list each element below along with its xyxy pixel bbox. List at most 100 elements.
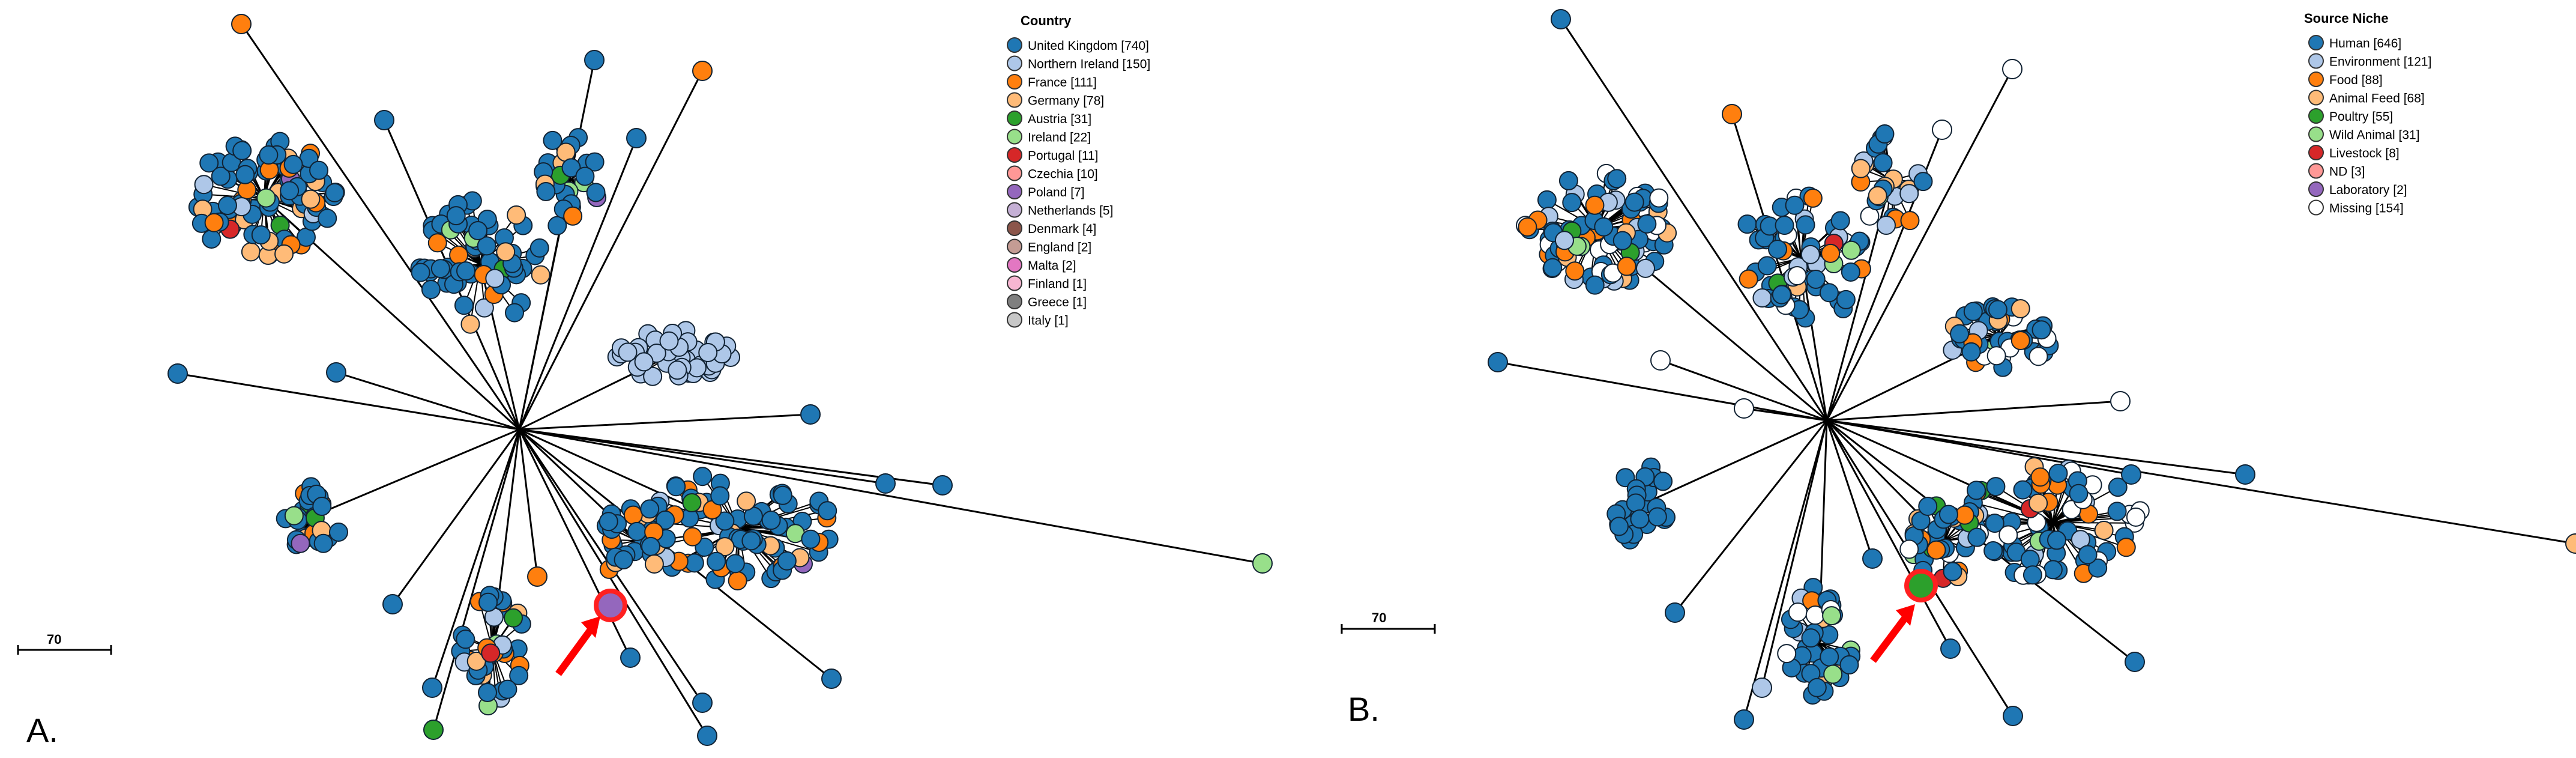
tree-node bbox=[454, 296, 474, 315]
tree-node bbox=[1839, 655, 1859, 675]
tree-node bbox=[1900, 211, 1920, 231]
tree-node bbox=[543, 130, 563, 150]
legend-swatch-1-7 bbox=[2308, 163, 2324, 179]
tree-node bbox=[818, 501, 837, 521]
tree-node bbox=[498, 679, 517, 699]
tree-node bbox=[2107, 502, 2127, 521]
scale-bar-a: 70 bbox=[17, 632, 112, 655]
tree-node bbox=[509, 666, 529, 685]
tree-node bbox=[2108, 478, 2128, 497]
tree-node bbox=[199, 153, 219, 173]
tree-node bbox=[1607, 169, 1627, 189]
tree-leaf-node bbox=[692, 693, 713, 713]
tree-node bbox=[641, 536, 660, 556]
scale-label-a: 70 bbox=[47, 632, 61, 647]
tree-node bbox=[2116, 538, 2136, 557]
tree-node bbox=[2010, 330, 2030, 350]
tree-node bbox=[446, 206, 466, 226]
tree-node bbox=[456, 261, 476, 281]
tree-node bbox=[2020, 550, 2040, 569]
tree-node bbox=[1913, 172, 1933, 192]
highlight-arrow bbox=[1870, 610, 1912, 663]
tree-node bbox=[737, 491, 756, 511]
legend-swatch-0-6 bbox=[1007, 147, 1022, 163]
highlighted-node bbox=[1904, 569, 1938, 602]
tree-node bbox=[1554, 231, 1574, 250]
tree-leaf-node bbox=[1551, 9, 1571, 29]
tree-node bbox=[284, 506, 304, 526]
tree-leaf-node bbox=[2125, 652, 2145, 672]
tree-node bbox=[666, 477, 686, 497]
legend-swatch-0-2 bbox=[1007, 74, 1022, 89]
tree-node bbox=[1841, 240, 1861, 260]
tree-node bbox=[1649, 188, 1669, 208]
tree-node bbox=[1806, 269, 1826, 289]
tree-node bbox=[640, 499, 660, 519]
tree-node bbox=[217, 196, 237, 216]
tree-node bbox=[1737, 214, 1757, 234]
tree-node bbox=[585, 152, 605, 172]
legend-source-niche: Source Niche Human [646] Environment [121… bbox=[2304, 11, 2431, 216]
tree-node bbox=[1961, 342, 1981, 362]
tree-node bbox=[618, 342, 638, 362]
tree-node bbox=[202, 229, 222, 249]
tree-node bbox=[1918, 496, 1938, 516]
tree-node bbox=[586, 183, 606, 202]
tree-node bbox=[1768, 239, 1788, 259]
tree-node bbox=[627, 521, 647, 541]
tree-node bbox=[1967, 527, 1987, 547]
tree-node bbox=[1612, 231, 1632, 250]
tree-node bbox=[725, 554, 745, 574]
tree-leaf-node bbox=[1665, 602, 1685, 623]
tree-node bbox=[468, 220, 488, 240]
legend-label: Environment [121] bbox=[2329, 55, 2431, 69]
tree-node bbox=[1821, 243, 1841, 263]
legend-label: Human [646] bbox=[2329, 37, 2401, 50]
tree-node bbox=[1785, 195, 1805, 215]
tree-node bbox=[801, 529, 821, 549]
tree-leaf-node bbox=[620, 647, 641, 668]
legend-label: ND [3] bbox=[2329, 165, 2365, 179]
tree-node bbox=[1943, 562, 1962, 581]
legend-swatch-0-1 bbox=[1007, 55, 1022, 71]
tree-node bbox=[1899, 539, 1919, 559]
tree-node bbox=[2126, 507, 2146, 527]
legend-label: United Kingdom [740] bbox=[1028, 39, 1149, 53]
legend-label: Poultry [55] bbox=[2329, 110, 2393, 124]
tree-node bbox=[668, 360, 687, 380]
tree-node bbox=[634, 352, 654, 372]
tree-node bbox=[683, 527, 702, 547]
legend-label: Italy [1] bbox=[1028, 314, 1069, 328]
tree-leaf-node bbox=[382, 594, 403, 614]
tree-node bbox=[1877, 216, 1896, 235]
tree-leaf-node bbox=[932, 475, 953, 496]
tree-node bbox=[2069, 484, 2089, 503]
legend-label: Germany [78] bbox=[1028, 94, 1104, 108]
tree-leaf-node bbox=[2121, 464, 2141, 485]
tree-node bbox=[536, 181, 556, 201]
tree-node bbox=[478, 592, 498, 612]
tree-node bbox=[411, 262, 430, 282]
tree-leaf-node bbox=[527, 566, 547, 587]
tree-node bbox=[1851, 159, 1871, 178]
tree-node bbox=[1752, 288, 1772, 308]
legend-swatch-1-8 bbox=[2308, 181, 2324, 197]
tree-node bbox=[1841, 262, 1860, 282]
tree-node bbox=[507, 205, 526, 225]
tree-node bbox=[1518, 217, 1537, 237]
tree-node bbox=[1609, 517, 1629, 536]
phylogenetic-tree-a bbox=[167, 14, 1273, 746]
tree-leaf-node bbox=[374, 110, 394, 130]
tree-node bbox=[715, 537, 735, 557]
tree-node bbox=[710, 486, 730, 506]
tree-node bbox=[259, 145, 279, 165]
tree-node bbox=[1537, 190, 1557, 210]
tree-nodes bbox=[167, 14, 1273, 746]
panel-label-a: A. bbox=[26, 711, 58, 749]
tree-node bbox=[204, 213, 224, 232]
legend-swatch-0-0 bbox=[1007, 37, 1022, 53]
tree-node bbox=[1562, 193, 1582, 213]
tree-node bbox=[1594, 217, 1614, 237]
tree-leaf-node bbox=[2235, 464, 2255, 485]
